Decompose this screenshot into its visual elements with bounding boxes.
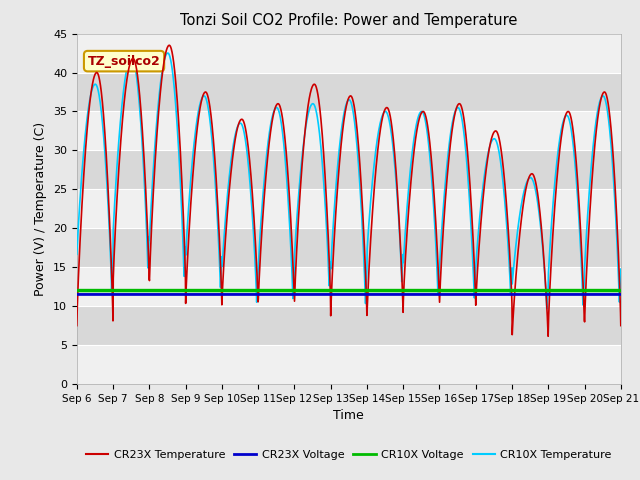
Bar [77,72,621,111]
CR23X Temperature [73,323,81,328]
Bar [77,34,621,72]
CR10X Temperature [602,98,609,104]
CR23X Temperature [602,90,609,96]
CR10X Voltage [617,288,625,293]
CR10X Voltage [100,288,108,293]
CR23X Voltage [73,291,81,297]
Bar [77,111,621,150]
CR23X Voltage [100,291,108,297]
Bar [77,306,621,345]
CR23X Voltage [601,291,609,297]
CR10X Voltage [601,288,609,293]
Bar [77,267,621,306]
CR23X Temperature [602,90,609,96]
CR10X Temperature [543,306,550,312]
CR23X Voltage [337,291,345,297]
Text: TZ_soilco2: TZ_soilco2 [88,55,161,68]
CR23X Voltage [323,291,331,297]
CR10X Temperature [100,145,108,151]
CR10X Voltage [323,288,331,293]
Bar [77,228,621,267]
CR23X Temperature [100,126,108,132]
CR10X Temperature [502,206,509,212]
CR23X Temperature [617,323,625,328]
Line: CR10X Temperature: CR10X Temperature [77,53,621,309]
CR23X Temperature [502,188,509,194]
CR23X Voltage [617,291,625,297]
Y-axis label: Power (V) / Temperature (C): Power (V) / Temperature (C) [35,122,47,296]
CR23X Temperature [166,42,173,48]
CR10X Voltage [601,288,609,293]
Title: Tonzi Soil CO2 Profile: Power and Temperature: Tonzi Soil CO2 Profile: Power and Temper… [180,13,518,28]
CR10X Temperature [617,266,625,272]
CR10X Voltage [501,288,509,293]
Bar [77,189,621,228]
CR10X Temperature [73,252,81,257]
CR10X Temperature [164,50,172,56]
CR23X Voltage [601,291,609,297]
CR23X Temperature [544,333,552,339]
CR10X Voltage [337,288,345,293]
CR10X Temperature [323,237,331,243]
CR10X Temperature [338,126,346,132]
Bar [77,345,621,384]
Line: CR23X Temperature: CR23X Temperature [77,45,621,336]
Legend: CR23X Temperature, CR23X Voltage, CR10X Voltage, CR10X Temperature: CR23X Temperature, CR23X Voltage, CR10X … [81,445,616,465]
CR10X Voltage [73,288,81,293]
Bar [77,150,621,189]
CR10X Temperature [602,97,609,103]
CR23X Voltage [501,291,509,297]
CR23X Temperature [338,137,346,143]
CR23X Temperature [323,212,331,217]
X-axis label: Time: Time [333,409,364,422]
